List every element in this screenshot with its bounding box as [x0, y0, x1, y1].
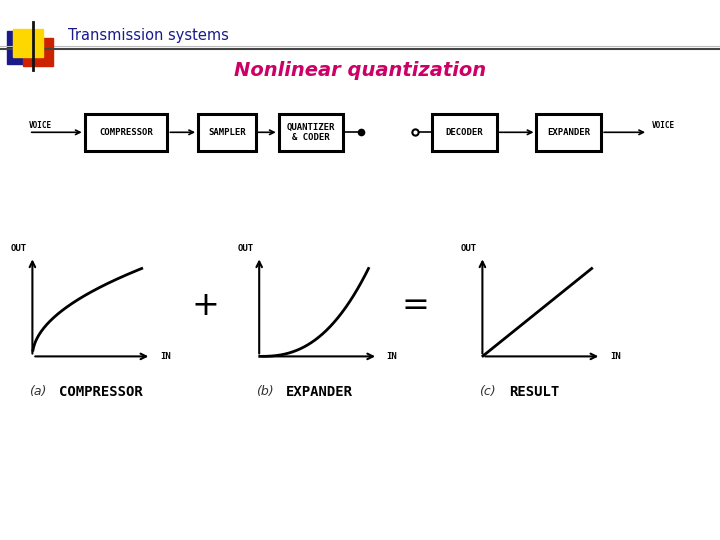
Text: SAMPLER: SAMPLER [208, 128, 246, 137]
Text: COMPRESSOR: COMPRESSOR [59, 384, 143, 399]
Bar [7, 31, 37, 64]
Text: OUT: OUT [461, 244, 477, 253]
Text: VOICE: VOICE [29, 120, 52, 130]
Bar [432, 114, 497, 151]
Text: EXPANDER: EXPANDER [286, 384, 353, 399]
Bar [198, 114, 256, 151]
Text: OUT: OUT [238, 244, 253, 253]
Text: VOICE: VOICE [652, 120, 675, 130]
Bar [13, 29, 43, 57]
Bar [23, 38, 53, 66]
Bar [536, 114, 601, 151]
Text: EXPANDER: EXPANDER [547, 128, 590, 137]
Text: +: + [192, 288, 219, 322]
Bar [279, 114, 343, 151]
Bar [85, 114, 167, 151]
Text: Transmission systems: Transmission systems [68, 28, 229, 43]
Text: COMPRESSOR: COMPRESSOR [99, 128, 153, 137]
Text: OUT: OUT [11, 244, 27, 253]
Text: DECODER: DECODER [446, 128, 483, 137]
Text: IN: IN [160, 352, 171, 361]
Text: (c): (c) [479, 385, 495, 398]
Text: (b): (b) [256, 385, 273, 398]
Text: (a): (a) [29, 385, 46, 398]
Text: QUANTIZER
& CODER: QUANTIZER & CODER [287, 123, 336, 142]
Text: RESULT: RESULT [509, 384, 559, 399]
Text: IN: IN [610, 352, 621, 361]
Text: =: = [402, 288, 429, 322]
Text: IN: IN [387, 352, 397, 361]
Text: Nonlinear quantization: Nonlinear quantization [234, 60, 486, 80]
